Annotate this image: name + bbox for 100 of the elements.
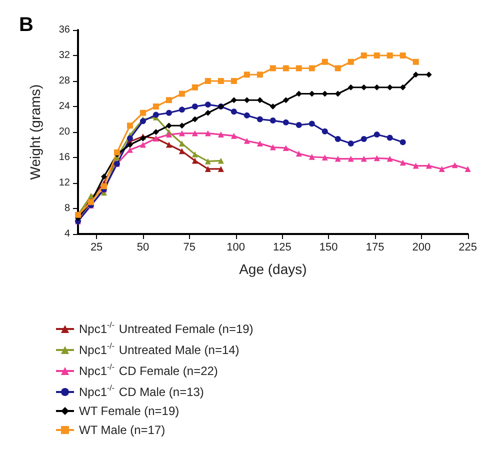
point bbox=[400, 160, 406, 166]
point bbox=[256, 97, 263, 104]
point bbox=[230, 97, 237, 104]
point bbox=[282, 97, 289, 104]
point bbox=[152, 112, 159, 118]
point bbox=[426, 162, 432, 169]
x-tick-label: 225 bbox=[458, 242, 478, 254]
legend-label: Npc1-/- Untreated Male (n=14) bbox=[79, 342, 240, 357]
point bbox=[308, 120, 315, 127]
point bbox=[192, 158, 198, 164]
point bbox=[192, 151, 198, 158]
legend-label: Npc1-/- CD Male (n=13) bbox=[79, 384, 204, 399]
point bbox=[438, 166, 445, 172]
point bbox=[348, 156, 354, 162]
y-axis-title: Weight (grams) bbox=[27, 84, 43, 180]
point bbox=[204, 78, 211, 84]
point bbox=[204, 166, 211, 172]
point bbox=[296, 90, 302, 97]
point bbox=[334, 136, 341, 142]
point bbox=[374, 155, 380, 162]
point bbox=[166, 132, 172, 138]
point bbox=[140, 110, 146, 116]
point bbox=[400, 52, 406, 58]
y-tick-label: 28 bbox=[58, 76, 70, 86]
y-tick-label: 16 bbox=[58, 152, 70, 163]
point bbox=[218, 166, 224, 172]
point bbox=[152, 129, 159, 135]
point bbox=[386, 156, 393, 162]
point bbox=[166, 97, 172, 104]
point bbox=[244, 112, 250, 118]
point bbox=[230, 132, 237, 139]
point bbox=[152, 104, 159, 110]
point bbox=[412, 72, 419, 78]
point bbox=[218, 158, 224, 164]
point bbox=[386, 52, 393, 58]
x-axis-title: Age (days) bbox=[239, 261, 307, 277]
point bbox=[296, 65, 302, 72]
point bbox=[374, 52, 380, 58]
point bbox=[452, 162, 458, 168]
point bbox=[166, 110, 172, 116]
y-tick-label: 32 bbox=[58, 50, 70, 61]
x-tick-label: 100 bbox=[226, 242, 245, 254]
point bbox=[204, 102, 211, 108]
chart-title: B bbox=[19, 14, 34, 36]
point bbox=[334, 156, 341, 162]
point bbox=[192, 104, 198, 110]
point bbox=[360, 156, 367, 162]
y-tick-label: 20 bbox=[58, 126, 70, 138]
point bbox=[100, 174, 107, 180]
point bbox=[230, 78, 237, 84]
point bbox=[140, 142, 146, 148]
point bbox=[178, 148, 185, 154]
point bbox=[218, 78, 224, 84]
point bbox=[126, 142, 133, 148]
point bbox=[126, 122, 133, 129]
point bbox=[360, 52, 367, 58]
point bbox=[464, 166, 471, 172]
point bbox=[88, 192, 94, 199]
legend-label: Npc1-/- CD Female (n=22) bbox=[79, 362, 218, 378]
x-tick-label: 50 bbox=[136, 242, 150, 254]
point bbox=[322, 58, 328, 65]
point bbox=[204, 110, 211, 116]
point bbox=[244, 97, 250, 104]
y-tick-label: 12 bbox=[58, 178, 70, 188]
point bbox=[412, 162, 419, 169]
point bbox=[204, 158, 211, 164]
y-tick-label: 4 bbox=[64, 228, 70, 240]
y-tick-label: 36 bbox=[58, 24, 70, 36]
point bbox=[178, 90, 185, 97]
point bbox=[400, 84, 406, 90]
point bbox=[100, 183, 107, 190]
x-tick-label: 150 bbox=[319, 242, 338, 254]
point bbox=[296, 150, 302, 157]
point bbox=[204, 130, 211, 136]
point bbox=[256, 140, 263, 146]
point bbox=[178, 130, 185, 136]
point bbox=[256, 116, 263, 122]
point bbox=[244, 138, 250, 144]
point bbox=[178, 106, 185, 113]
point bbox=[166, 142, 172, 148]
legend-label: WT Female (n=19) bbox=[79, 404, 180, 418]
x-tick-label: 25 bbox=[90, 242, 103, 254]
point bbox=[256, 72, 263, 78]
point bbox=[192, 84, 198, 90]
point bbox=[348, 140, 354, 146]
point bbox=[218, 132, 224, 138]
point bbox=[360, 136, 367, 142]
legend-label: Npc1-/- Untreated Female (n=19) bbox=[79, 320, 254, 336]
x-tick-label: 125 bbox=[273, 242, 292, 254]
point bbox=[412, 58, 419, 65]
y-tick-label: 24 bbox=[58, 101, 70, 112]
point bbox=[386, 134, 393, 141]
point bbox=[230, 108, 237, 115]
point bbox=[348, 58, 354, 65]
point bbox=[282, 144, 289, 151]
point bbox=[386, 84, 393, 90]
point bbox=[334, 65, 341, 72]
point bbox=[374, 84, 380, 90]
point bbox=[426, 72, 432, 78]
point bbox=[322, 154, 328, 160]
